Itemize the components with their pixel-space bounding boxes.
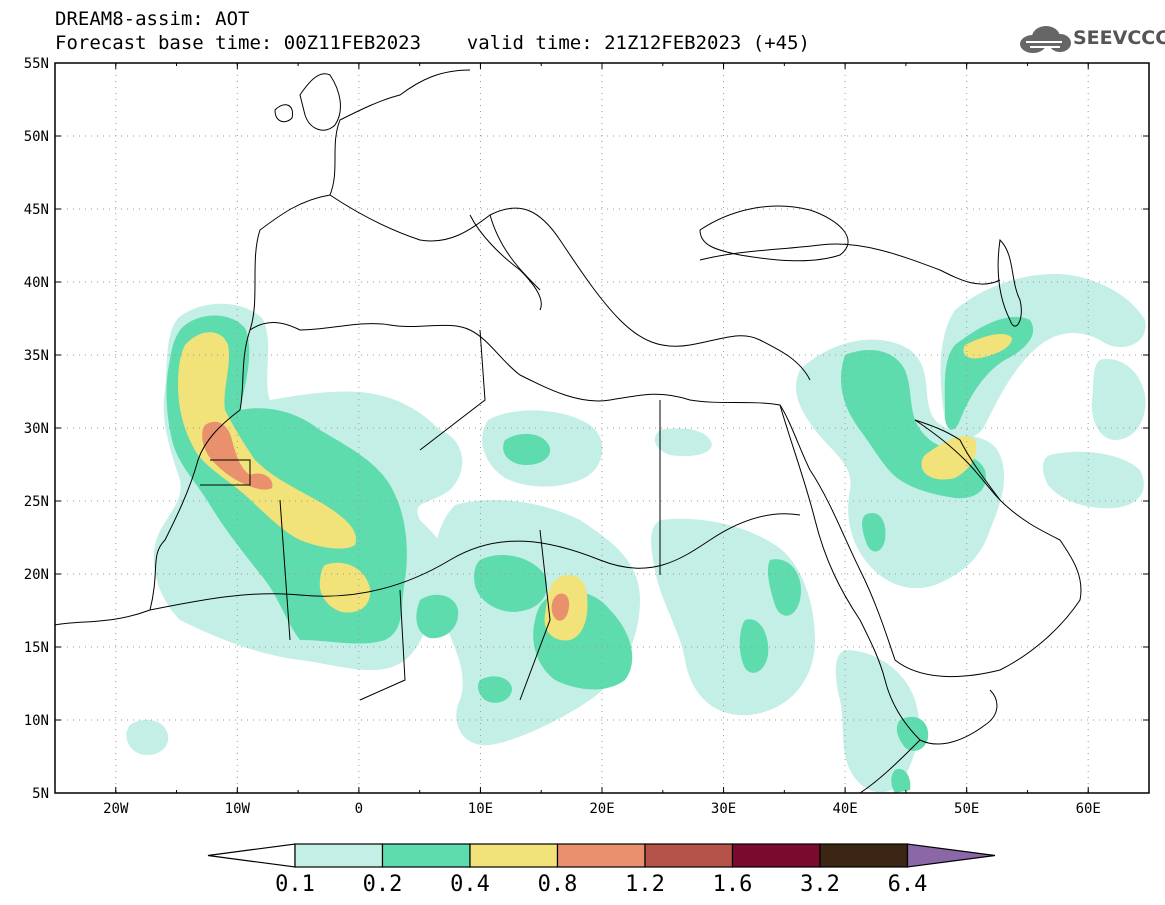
colorbar-segment — [556, 843, 646, 868]
latitude-axis: 55N 50N 45N 40N 35N 30N 25N 20N 15N 10N 5N — [24, 56, 49, 802]
latitude-label: 50N — [24, 129, 49, 145]
coastlines — [55, 69, 1082, 793]
map-title-model: DREAM8-assim: AOT — [55, 8, 250, 30]
colorbar-segment — [644, 843, 734, 868]
cloud-icon — [1020, 26, 1071, 53]
colorbar-segment — [819, 843, 909, 868]
longitude-axis: 20W 10W 0 10E 20E 30E 40E 50E 60E — [103, 801, 1101, 817]
longitude-label: 10W — [225, 801, 251, 817]
latitude-label: 15N — [24, 640, 49, 656]
axis-ticks — [54, 62, 1150, 794]
colorbar-tick-label: 0.8 — [538, 872, 578, 897]
longitude-label: 30E — [711, 801, 736, 817]
aot-level-0-8 — [202, 421, 570, 621]
latitude-label: 45N — [24, 202, 49, 218]
longitude-label: 0 — [355, 801, 363, 817]
map-title-times: Forecast base time: 00Z11FEB2023 valid t… — [55, 32, 810, 54]
latitude-label: 40N — [24, 275, 49, 291]
latitude-label: 10N — [24, 713, 49, 729]
longitude-label: 50E — [954, 801, 979, 817]
colorbar-tick-label: 1.2 — [625, 872, 665, 897]
longitude-label: 20E — [589, 801, 614, 817]
graticule — [55, 63, 1149, 793]
colorbar-tick-label: 0.2 — [363, 872, 403, 897]
colorbar-segment — [381, 843, 471, 868]
colorbar-tick-label: 3.2 — [800, 872, 840, 897]
colorbar-tick-label: 6.4 — [888, 872, 928, 897]
latitude-label: 30N — [24, 421, 49, 437]
latitude-label: 25N — [24, 494, 49, 510]
brand-logo-text: SEEVCCC — [1073, 27, 1165, 49]
aot-colorbar — [207, 843, 996, 868]
colorbar-tick-label: 1.6 — [713, 872, 753, 897]
latitude-label: 35N — [24, 348, 49, 364]
colorbar-arrow-high — [906, 843, 996, 868]
colorbar-segment — [731, 843, 821, 868]
latitude-label: 20N — [24, 567, 49, 583]
colorbar-segment — [469, 843, 559, 868]
aot-fields — [126, 274, 1146, 793]
longitude-label: 20W — [103, 801, 129, 817]
longitude-label: 40E — [832, 801, 857, 817]
colorbar-tick-label: 0.4 — [450, 872, 490, 897]
colorbar-arrow-low — [207, 843, 296, 868]
colorbar-tick-label: 0.1 — [275, 872, 315, 897]
colorbar-segment — [294, 843, 384, 868]
longitude-label: 10E — [468, 801, 493, 817]
latitude-label: 55N — [24, 56, 49, 72]
colorbar-labels: 0.1 0.2 0.4 0.8 1.2 1.6 3.2 6.4 — [275, 872, 927, 897]
latitude-label: 5N — [32, 786, 49, 802]
longitude-label: 60E — [1076, 801, 1101, 817]
